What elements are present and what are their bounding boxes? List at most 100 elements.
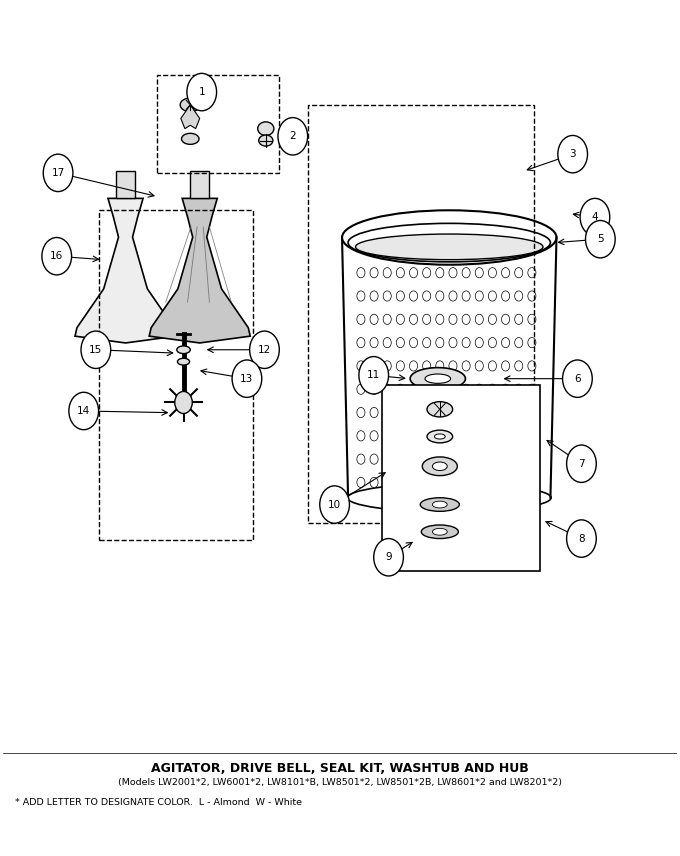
Text: 5: 5: [597, 235, 604, 244]
Circle shape: [396, 314, 405, 324]
Circle shape: [449, 337, 457, 348]
Circle shape: [422, 454, 430, 464]
Circle shape: [580, 199, 610, 235]
Circle shape: [436, 291, 444, 301]
Ellipse shape: [422, 525, 458, 538]
Circle shape: [449, 291, 457, 301]
Circle shape: [69, 392, 99, 430]
Circle shape: [515, 431, 523, 441]
Circle shape: [462, 337, 470, 348]
Circle shape: [436, 268, 444, 278]
Circle shape: [422, 361, 430, 371]
Circle shape: [357, 384, 365, 395]
Circle shape: [488, 454, 496, 464]
Circle shape: [449, 268, 457, 278]
Circle shape: [462, 268, 470, 278]
Ellipse shape: [425, 374, 451, 383]
Circle shape: [436, 314, 444, 324]
Circle shape: [502, 268, 509, 278]
Ellipse shape: [427, 430, 453, 443]
Circle shape: [359, 357, 388, 394]
PathPatch shape: [75, 199, 176, 343]
Circle shape: [357, 314, 365, 324]
Circle shape: [566, 520, 596, 557]
Circle shape: [370, 337, 378, 348]
Circle shape: [409, 384, 418, 395]
Circle shape: [409, 314, 418, 324]
Circle shape: [357, 431, 365, 441]
Circle shape: [558, 135, 588, 173]
Circle shape: [409, 407, 418, 418]
Circle shape: [462, 431, 470, 441]
Circle shape: [44, 154, 73, 192]
Circle shape: [422, 337, 430, 348]
Circle shape: [436, 407, 444, 418]
Circle shape: [449, 361, 457, 371]
Circle shape: [502, 314, 509, 324]
Circle shape: [449, 431, 457, 441]
Circle shape: [370, 291, 378, 301]
Circle shape: [502, 291, 509, 301]
Circle shape: [175, 391, 192, 413]
Circle shape: [488, 268, 496, 278]
Text: 9: 9: [386, 552, 392, 562]
Circle shape: [449, 478, 457, 488]
PathPatch shape: [149, 199, 250, 343]
Circle shape: [462, 314, 470, 324]
Circle shape: [409, 268, 418, 278]
Circle shape: [357, 291, 365, 301]
Circle shape: [502, 361, 509, 371]
Circle shape: [396, 361, 405, 371]
Circle shape: [488, 431, 496, 441]
Circle shape: [528, 268, 536, 278]
FancyBboxPatch shape: [381, 385, 541, 571]
Text: * ADD LETTER TO DESIGNATE COLOR.  L - Almond  W - White: * ADD LETTER TO DESIGNATE COLOR. L - Alm…: [15, 798, 302, 806]
Circle shape: [396, 291, 405, 301]
Circle shape: [585, 221, 615, 258]
Polygon shape: [181, 104, 200, 128]
Text: 11: 11: [367, 371, 380, 380]
Circle shape: [566, 445, 596, 483]
Circle shape: [449, 384, 457, 395]
Ellipse shape: [427, 401, 453, 417]
Ellipse shape: [258, 135, 273, 146]
Circle shape: [409, 361, 418, 371]
Circle shape: [383, 268, 391, 278]
Circle shape: [462, 361, 470, 371]
Circle shape: [515, 407, 523, 418]
Circle shape: [515, 291, 523, 301]
Circle shape: [502, 431, 509, 441]
Circle shape: [475, 314, 483, 324]
Circle shape: [422, 478, 430, 488]
Circle shape: [383, 478, 391, 488]
Circle shape: [422, 384, 430, 395]
Circle shape: [396, 337, 405, 348]
Circle shape: [422, 268, 430, 278]
Circle shape: [278, 117, 307, 155]
Ellipse shape: [432, 501, 447, 508]
Circle shape: [396, 268, 405, 278]
Circle shape: [357, 454, 365, 464]
Circle shape: [488, 337, 496, 348]
Circle shape: [488, 291, 496, 301]
Ellipse shape: [177, 346, 190, 354]
Text: 4: 4: [592, 212, 598, 222]
Circle shape: [475, 337, 483, 348]
Ellipse shape: [356, 234, 543, 259]
Ellipse shape: [182, 134, 199, 145]
Circle shape: [475, 361, 483, 371]
Circle shape: [462, 291, 470, 301]
Circle shape: [462, 384, 470, 395]
Circle shape: [528, 314, 536, 324]
Ellipse shape: [410, 367, 465, 389]
Circle shape: [449, 314, 457, 324]
Text: 1: 1: [199, 87, 205, 97]
Circle shape: [370, 268, 378, 278]
Circle shape: [383, 431, 391, 441]
Circle shape: [357, 268, 365, 278]
Circle shape: [462, 478, 470, 488]
Circle shape: [528, 431, 536, 441]
Text: AGITATOR, DRIVE BELL, SEAL KIT, WASHTUB AND HUB: AGITATOR, DRIVE BELL, SEAL KIT, WASHTUB …: [151, 762, 529, 775]
Circle shape: [515, 337, 523, 348]
Text: 10: 10: [328, 500, 341, 509]
